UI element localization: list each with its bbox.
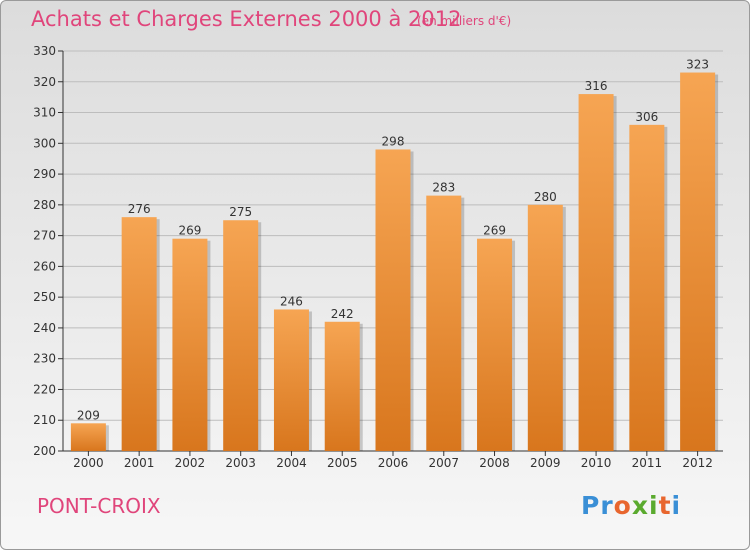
y-tick-label: 290	[33, 167, 56, 181]
data-label: 298	[382, 134, 405, 148]
y-tick-label: 330	[33, 44, 56, 58]
y-tick-label: 270	[33, 229, 56, 243]
chart-subtitle: (en milliers d'€)	[417, 14, 512, 28]
x-tick-label: 2002	[175, 456, 206, 470]
y-tick-label: 240	[33, 321, 56, 335]
x-tick-label: 2011	[632, 456, 663, 470]
bar	[527, 204, 563, 451]
logo-letter: o	[613, 491, 632, 520]
data-label: 316	[585, 79, 608, 93]
y-tick-label: 250	[33, 290, 56, 304]
y-tick-label: 300	[33, 136, 56, 150]
bar	[223, 220, 259, 451]
logo-letter: i	[649, 491, 659, 520]
y-tick-label: 220	[33, 382, 56, 396]
data-label: 280	[534, 190, 557, 204]
x-tick-label: 2005	[327, 456, 358, 470]
y-tick-label: 320	[33, 75, 56, 89]
x-tick-label: 2000	[73, 456, 104, 470]
logo-letter: x	[631, 491, 649, 520]
bar	[324, 321, 360, 451]
proxiti-logo: Proxiti	[581, 491, 681, 520]
data-label: 242	[331, 307, 354, 321]
bar	[273, 309, 309, 451]
x-tick-label: 2010	[581, 456, 612, 470]
x-tick-label: 2008	[479, 456, 510, 470]
y-tick-label: 230	[33, 352, 56, 366]
bar	[578, 94, 614, 452]
x-tick-label: 2004	[276, 456, 307, 470]
x-tick-label: 2012	[682, 456, 713, 470]
bar	[680, 72, 716, 452]
data-label: 209	[77, 408, 100, 422]
data-label: 269	[178, 224, 201, 238]
x-tick-label: 2003	[225, 456, 256, 470]
y-tick-label: 310	[33, 106, 56, 120]
data-label: 306	[635, 110, 658, 124]
chart-title: Achats et Charges Externes 2000 à 2012	[31, 7, 462, 31]
x-tick-label: 2009	[530, 456, 561, 470]
bar	[375, 149, 411, 451]
data-label: 276	[128, 202, 151, 216]
commune-name: PONT-CROIX	[37, 494, 161, 518]
x-tick-label: 2007	[428, 456, 459, 470]
bar	[121, 217, 157, 451]
x-tick-label: 2001	[124, 456, 155, 470]
data-label: 269	[483, 224, 506, 238]
y-tick-label: 260	[33, 259, 56, 273]
logo-letter: t	[658, 491, 672, 520]
logo-letter: r	[600, 491, 614, 520]
bar	[426, 195, 462, 451]
bar	[477, 238, 513, 451]
logo-letter: P	[581, 491, 601, 520]
bar	[172, 238, 208, 451]
bar	[629, 124, 665, 451]
data-label: 283	[432, 181, 455, 195]
y-tick-label: 280	[33, 198, 56, 212]
data-label: 275	[229, 205, 252, 219]
x-tick-label: 2006	[378, 456, 409, 470]
y-tick-label: 210	[33, 413, 56, 427]
data-label: 323	[686, 58, 709, 72]
data-label: 246	[280, 294, 303, 308]
bar	[70, 423, 106, 451]
y-tick-label: 200	[33, 444, 56, 458]
logo-letter: i	[671, 491, 682, 520]
